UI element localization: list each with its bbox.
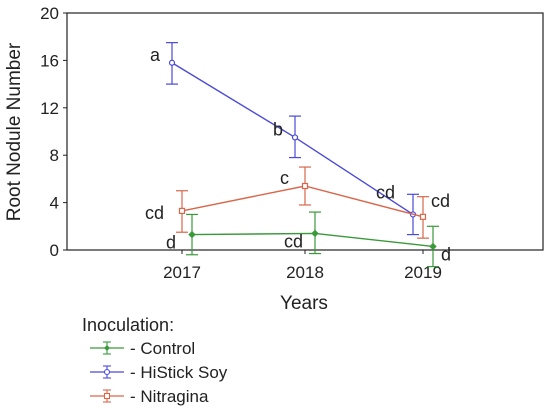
significance-letter: cd	[145, 203, 164, 223]
data-point	[188, 230, 196, 239]
legend-marker	[104, 345, 110, 351]
legend-label: - HiStick Soy	[130, 363, 228, 382]
x-tick-label: 2018	[286, 263, 324, 282]
series-layer	[166, 42, 439, 268]
x-axis-ticks: 2017 2018 2019	[163, 250, 442, 282]
y-tick-label: 8	[50, 146, 59, 165]
legend-marker	[103, 368, 111, 376]
legend: Inoculation: - Control - HiStick Soy - Nit…	[82, 315, 228, 406]
data-point	[178, 207, 186, 214]
significance-letter: cd	[431, 191, 450, 211]
y-axis-title: Root Nodule Number	[4, 42, 25, 221]
data-point	[291, 134, 299, 141]
y-axis-ticks: 0 4 8 12 16 20	[40, 4, 67, 260]
series-control	[186, 211, 439, 268]
legend-label: - Control	[130, 339, 195, 358]
x-tick-label: 2017	[163, 263, 201, 282]
data-point	[311, 229, 319, 238]
legend-label: - Nitragina	[130, 387, 209, 406]
data-point	[301, 182, 309, 190]
plot-frame	[66, 12, 544, 251]
significance-letter: a	[150, 45, 161, 65]
y-tick-label: 12	[40, 99, 59, 118]
series-histick-soy	[166, 42, 419, 236]
legend-item: - HiStick Soy	[90, 363, 228, 382]
legend-item: - Nitragina	[90, 387, 209, 406]
significance-letter: cd	[284, 231, 303, 251]
significance-letter: d	[441, 244, 451, 264]
y-tick-label: 16	[40, 51, 59, 70]
x-tick-label: 2019	[404, 263, 442, 282]
series-line	[191, 232, 434, 248]
x-axis-title: Years	[280, 293, 328, 314]
data-point	[429, 242, 437, 251]
legend-title: Inoculation:	[82, 315, 174, 335]
legend-item: - Control	[90, 339, 195, 358]
y-tick-label: 20	[40, 4, 59, 23]
significance-letter: d	[166, 233, 176, 253]
data-point	[168, 59, 176, 66]
significance-letter: cd	[376, 182, 395, 202]
legend-marker	[103, 392, 111, 400]
significance-letter: c	[280, 168, 289, 188]
y-tick-label: 0	[50, 241, 59, 260]
y-tick-label: 4	[50, 194, 59, 213]
series-nitragina	[176, 166, 429, 239]
significance-letter: b	[273, 119, 283, 139]
data-point	[419, 213, 427, 220]
